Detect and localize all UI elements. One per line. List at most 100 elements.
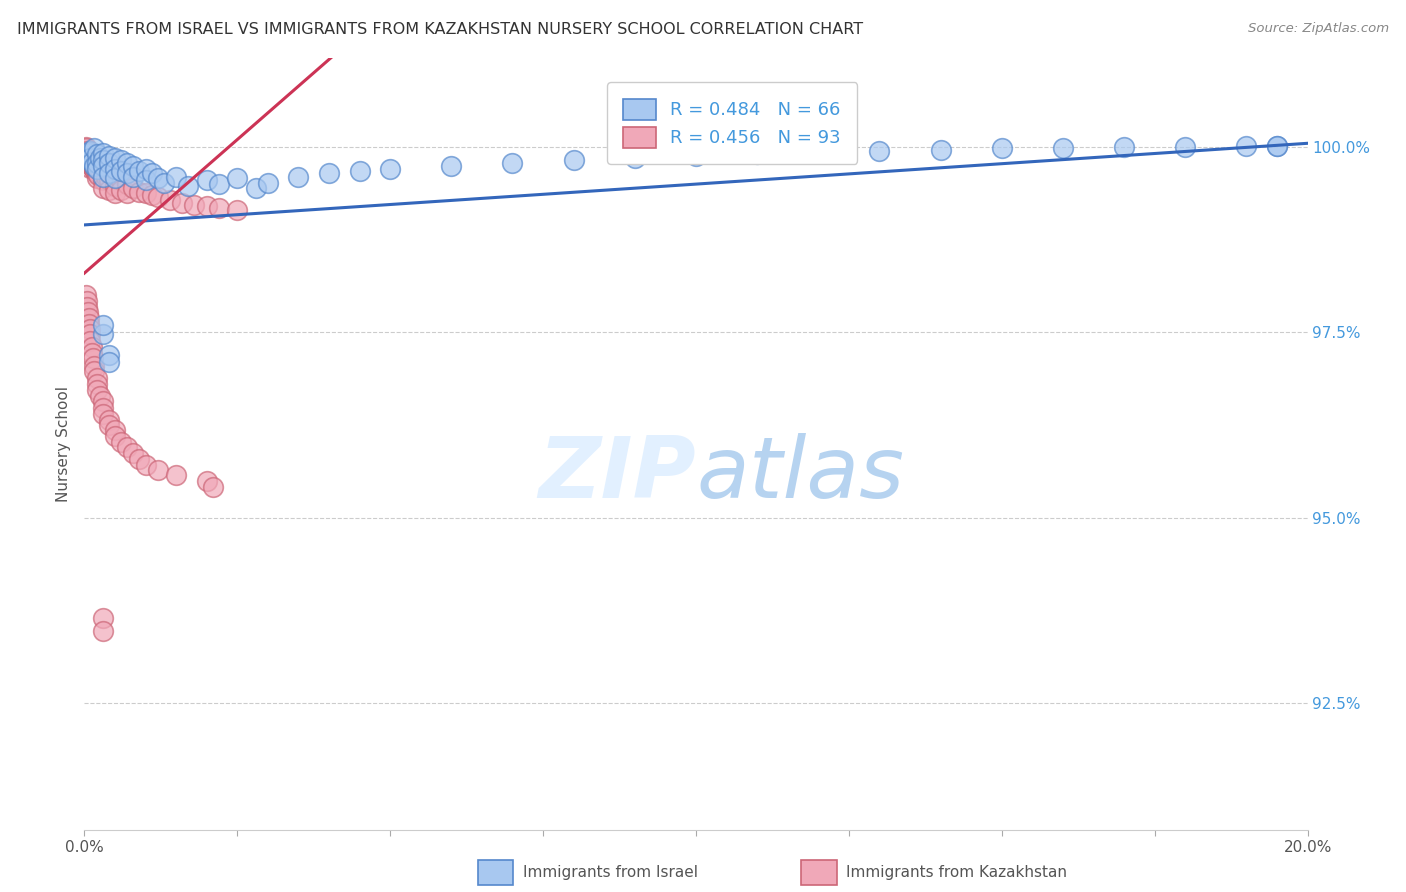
Point [86,156,108,170]
Point [440,159,463,173]
Point [77,154,100,169]
Point [86,162,108,177]
Point [991,141,1014,155]
Point [128,163,150,178]
Point [79,326,101,341]
Point [91,169,114,184]
Point [86,159,108,173]
Point [195,474,218,488]
Point [97,166,120,180]
Point [83,359,105,373]
Point [76,145,98,160]
Point [91,159,114,173]
Point [86,171,108,186]
Y-axis label: Nursery School: Nursery School [56,385,72,502]
Point [76,147,98,161]
Point [807,145,830,160]
Point [153,176,176,190]
Point [502,156,524,170]
Point [110,173,132,187]
Point [86,371,108,385]
Point [84,161,107,175]
Point [77,151,100,165]
Point [97,348,120,362]
Point [128,451,150,466]
Point [91,326,114,341]
Point [104,178,127,193]
Point [76,149,98,163]
Point [91,624,114,638]
Point [287,169,309,184]
Point [201,480,224,494]
Point [122,445,145,459]
Point [562,153,585,168]
Point [128,185,150,199]
Point [110,153,132,168]
Point [104,424,127,438]
Point [146,463,169,477]
Point [83,364,105,378]
Legend: R = 0.484   N = 66, R = 0.456   N = 93: R = 0.484 N = 66, R = 0.456 N = 93 [607,82,858,164]
Point [1174,140,1197,154]
Point [135,458,157,472]
Point [77,145,100,160]
Point [83,159,105,173]
Point [110,163,132,178]
Point [115,441,138,455]
Point [172,195,194,210]
Point [82,346,104,360]
Point [80,340,103,354]
Point [177,178,200,193]
Point [146,190,169,204]
Point [77,304,100,318]
Point [86,166,108,180]
Point [89,388,111,402]
Point [97,413,120,427]
Point [91,166,114,180]
Text: Immigrants from Kazakhstan: Immigrants from Kazakhstan [846,865,1067,880]
Point [83,154,105,169]
Point [97,173,120,187]
Point [75,151,97,165]
Point [165,169,187,184]
Point [97,149,120,163]
Point [89,163,111,178]
Point [135,162,157,177]
Point [183,198,205,212]
Point [97,418,120,433]
Point [104,171,127,186]
Point [141,188,163,202]
Point [141,166,163,180]
Point [195,173,218,187]
Point [79,151,101,165]
Point [869,144,891,158]
Point [83,159,105,173]
Point [79,151,101,165]
Point [110,435,132,450]
Point [208,177,231,191]
Point [76,300,98,314]
Point [91,401,114,416]
Point [75,140,97,154]
Point [104,169,127,184]
Point [104,151,127,165]
Point [97,355,120,369]
Point [86,151,108,165]
Point [87,168,110,182]
Point [349,163,371,178]
Point [165,467,187,482]
Point [747,147,769,161]
Point [195,199,218,213]
Point [79,153,101,168]
Point [146,171,169,186]
Point [115,166,138,180]
Point [75,288,97,302]
Point [122,169,145,184]
Point [86,377,108,392]
Text: IMMIGRANTS FROM ISRAEL VS IMMIGRANTS FROM KAZAKHSTAN NURSERY SCHOOL CORRELATION : IMMIGRANTS FROM ISRAEL VS IMMIGRANTS FRO… [17,22,863,37]
Point [77,147,100,161]
Point [89,151,111,165]
Point [79,322,101,336]
Point [77,149,100,163]
Point [86,147,108,161]
